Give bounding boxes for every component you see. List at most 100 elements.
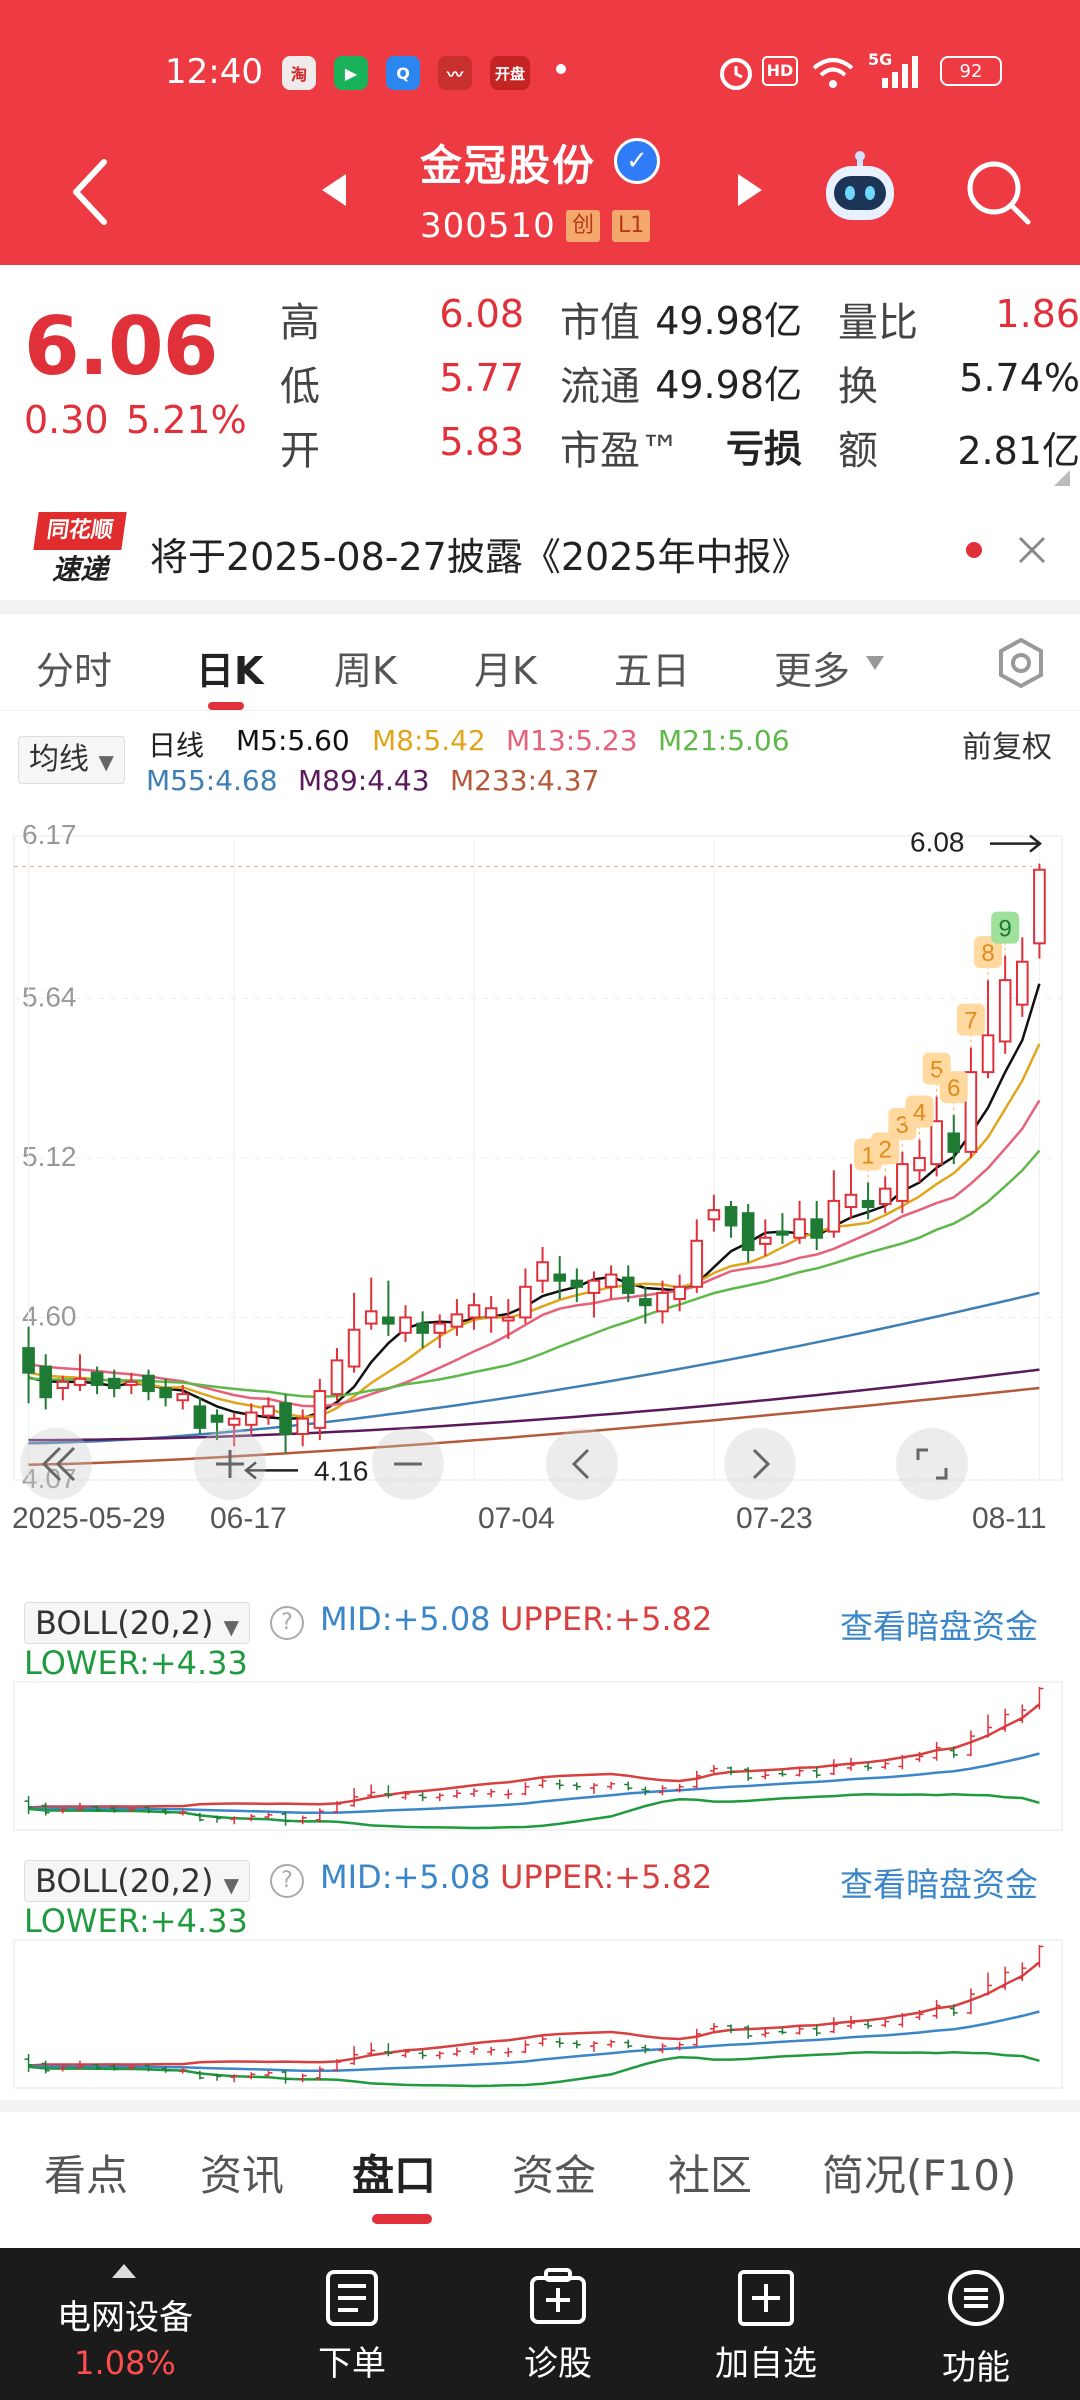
- candle-down: [142, 1374, 155, 1393]
- low-arrow-icon: [243, 1461, 298, 1480]
- boll-label-1: BOLL(20,2): [35, 1604, 214, 1642]
- dark-pool-link-1[interactable]: 查看暗盘资金: [840, 1607, 1038, 1646]
- open-market-app-icon: 开盘: [490, 56, 530, 90]
- candle-up: [227, 1417, 241, 1426]
- ma-m8: M8:5.42: [372, 724, 486, 757]
- tab-more[interactable]: 更多: [774, 649, 851, 693]
- boll-selector-1[interactable]: BOLL(20,2) ▼: [24, 1602, 251, 1644]
- candle-up: [604, 1273, 618, 1288]
- tab-five-day[interactable]: 五日: [614, 649, 691, 693]
- bottom-tab-active-indicator: [372, 2214, 432, 2224]
- candle-down: [193, 1405, 207, 1429]
- help-icon[interactable]: ?: [270, 1606, 304, 1640]
- candle-up: [262, 1405, 275, 1417]
- boll-selector-2[interactable]: BOLL(20,2) ▼: [24, 1860, 251, 1902]
- tab-daily-k[interactable]: 日K: [196, 649, 264, 693]
- boll-lower-2: LOWER:+4.33: [24, 1902, 248, 1940]
- dark-pool-link-2[interactable]: 查看暗盘资金: [840, 1865, 1038, 1904]
- robot-assistant-icon[interactable]: [820, 148, 900, 228]
- candle-down: [382, 1316, 395, 1325]
- candlestick-chart[interactable]: 6.175.645.124.604.072025-05-2906-1707-04…: [0, 800, 1080, 1560]
- adjust-mode[interactable]: 前复权: [962, 730, 1052, 765]
- settings-icon[interactable]: [994, 636, 1048, 690]
- candle-down: [39, 1365, 53, 1399]
- candle-up: [433, 1322, 447, 1334]
- candle-up: [913, 1157, 926, 1172]
- close-icon[interactable]: [1016, 534, 1048, 566]
- candle-up: [998, 979, 1012, 1043]
- candle-up: [330, 1359, 344, 1396]
- indicator-selector-label: 均线: [29, 742, 89, 777]
- tab-weekly-k[interactable]: 周K: [334, 649, 397, 693]
- boll-mid-1: MID:+5.08: [320, 1600, 491, 1638]
- order-icon[interactable]: [322, 2268, 382, 2328]
- candle-up: [1033, 868, 1046, 945]
- bottom-tab-orderbook[interactable]: 盘口: [352, 2151, 437, 2200]
- prev-stock-icon[interactable]: [314, 168, 354, 212]
- add-watchlist-icon[interactable]: [736, 2268, 796, 2328]
- candle-down: [90, 1371, 104, 1386]
- boll-chart-1[interactable]: [0, 1680, 1080, 1840]
- notice-logo-top: 同花顺: [33, 512, 127, 550]
- bottom-tab-funds[interactable]: 资金: [512, 2151, 597, 2200]
- chinext-tag: 创: [566, 210, 601, 242]
- ma-m13: M13:5.23: [506, 724, 638, 757]
- search-icon[interactable]: [964, 158, 1034, 228]
- td-marker-label: 9: [998, 916, 1011, 943]
- ma5-line: [28, 983, 1041, 1420]
- boll-mid-line: [28, 1752, 1040, 1815]
- price-change-pct: 5.21%: [126, 398, 247, 442]
- search-app-icon: Q: [386, 56, 420, 90]
- add-watchlist-button[interactable]: 加自选: [715, 2344, 817, 2384]
- chevron-down-icon: ▼: [223, 1873, 240, 1897]
- candle-up: [364, 1310, 378, 1325]
- td-marker-label: 6: [947, 1075, 960, 1102]
- music-app-icon: ▶: [334, 56, 368, 90]
- boll-frame: [13, 1681, 1063, 1831]
- next-stock-icon[interactable]: [730, 168, 770, 212]
- boll-label-2: BOLL(20,2): [35, 1862, 214, 1900]
- ma-m55: M55:4.68: [146, 764, 278, 797]
- expand-up-icon[interactable]: [110, 2260, 138, 2280]
- stock-code: 300510: [420, 206, 556, 246]
- ma-period-label: 日线: [148, 729, 205, 762]
- candle-up: [690, 1239, 704, 1288]
- order-button[interactable]: 下单: [318, 2344, 386, 2384]
- bottom-tab-highlights[interactable]: 看点: [44, 2151, 129, 2200]
- boll-lower-line: [28, 1793, 1040, 1830]
- next-icon-glyph: [752, 1448, 771, 1480]
- tab-intraday[interactable]: 分时: [36, 649, 113, 693]
- bottom-tab-news[interactable]: 资讯: [200, 2151, 285, 2200]
- turnover-label: 换: [838, 364, 878, 410]
- candle-up: [673, 1285, 686, 1301]
- tab-monthly-k[interactable]: 月K: [474, 649, 537, 693]
- diagnose-button[interactable]: 诊股: [524, 2344, 592, 2384]
- expand-corner-icon[interactable]: [1052, 468, 1072, 488]
- notice-text[interactable]: 将于2025-08-27披露《2025年中报》: [150, 535, 810, 579]
- help-icon[interactable]: ?: [270, 1864, 304, 1898]
- menu-icon[interactable]: [946, 2268, 1006, 2328]
- pe-value: 亏损: [725, 427, 802, 471]
- tabs-divider: [0, 710, 1080, 711]
- notice-unread-dot: [966, 542, 982, 558]
- zoom-in-icon-glyph: [216, 1450, 244, 1478]
- status-time: 12:40: [165, 52, 263, 92]
- sector-name[interactable]: 电网设备: [57, 2298, 193, 2338]
- amount-label: 额: [838, 428, 878, 474]
- candle-up: [467, 1304, 481, 1319]
- ma-m5: M5:5.60: [236, 724, 350, 757]
- ma-m21: M21:5.06: [658, 724, 790, 757]
- signal-icon: [882, 56, 918, 88]
- boll-chart-2[interactable]: [0, 1938, 1080, 2098]
- stock-name: 金冠股份: [420, 141, 597, 190]
- back-icon[interactable]: [64, 152, 114, 232]
- indicator-selector[interactable]: 均线 ▼: [18, 736, 125, 784]
- prev-icon: [546, 1428, 618, 1500]
- bottom-tab-community[interactable]: 社区: [668, 2151, 753, 2200]
- bottom-tab-profile[interactable]: 简况(F10): [822, 2151, 1017, 2200]
- x-tick-label: 07-23: [736, 1502, 813, 1535]
- functions-button[interactable]: 功能: [942, 2348, 1010, 2388]
- diagnose-icon[interactable]: [528, 2268, 588, 2328]
- y-tick-label: 5.12: [22, 1141, 77, 1172]
- fullscreen-icon: [896, 1428, 968, 1500]
